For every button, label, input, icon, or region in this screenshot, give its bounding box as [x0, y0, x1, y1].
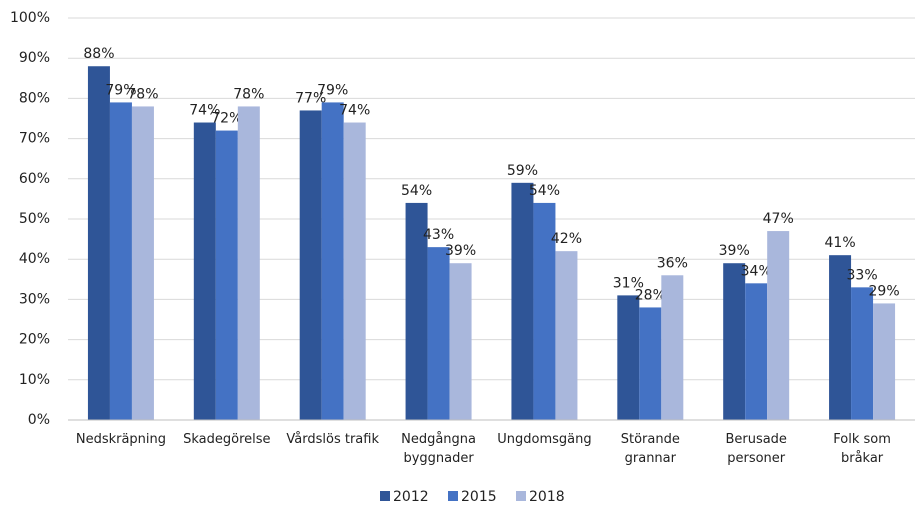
data-label: 77% [295, 90, 326, 106]
y-tick-label: 30% [19, 291, 50, 307]
data-label: 74% [189, 103, 220, 119]
bar [555, 251, 578, 420]
data-label: 47% [763, 211, 794, 227]
y-tick-label: 60% [19, 171, 50, 187]
data-label: 28% [635, 287, 666, 303]
data-label: 88% [83, 46, 114, 62]
data-label: 43% [423, 227, 454, 243]
data-label: 33% [847, 267, 878, 283]
x-tick-label: Folk som bråkar [833, 432, 891, 466]
x-tick-label: Skadegörelse [183, 432, 271, 447]
bar [109, 102, 132, 421]
data-label: 78% [127, 86, 158, 102]
bar [767, 231, 790, 420]
bar [449, 263, 472, 420]
bar [533, 202, 556, 420]
legend-swatch [448, 491, 458, 501]
bar [851, 287, 874, 420]
bar [215, 130, 238, 420]
x-tick-label: Nedgångna byggnader [401, 432, 476, 466]
legend-label: 2015 [461, 489, 497, 505]
data-label: 59% [507, 163, 538, 179]
bar [131, 106, 154, 420]
x-tick-label: Berusade personer [725, 432, 787, 466]
bar [873, 303, 896, 420]
bar [829, 255, 852, 420]
bar [723, 263, 746, 420]
bar [299, 110, 322, 421]
y-tick-label: 70% [19, 131, 50, 147]
data-label: 39% [719, 243, 750, 259]
data-label: 74% [339, 103, 370, 119]
data-label: 31% [613, 275, 644, 291]
data-label: 72% [211, 111, 242, 127]
bar [427, 247, 450, 420]
bar [405, 202, 428, 420]
data-label: 41% [825, 235, 856, 251]
legend-swatch [380, 491, 390, 501]
x-tick-label: Störande grannar [620, 432, 680, 466]
data-label: 39% [445, 243, 476, 259]
legend-label: 2018 [529, 489, 565, 505]
bar [661, 275, 684, 420]
y-tick-label: 90% [19, 50, 50, 66]
y-tick-label: 100% [10, 10, 50, 26]
x-tick-label: Nedskräpning [75, 432, 167, 447]
bar [745, 283, 768, 420]
y-tick-label: 80% [19, 90, 50, 106]
bar [237, 106, 260, 420]
data-label: 79% [317, 82, 348, 98]
bar [193, 122, 216, 421]
bar [511, 182, 534, 420]
data-label: 34% [741, 263, 772, 279]
y-tick-label: 40% [19, 251, 50, 267]
legend-swatch [516, 491, 526, 501]
data-label: 79% [105, 82, 136, 98]
y-tick-label: 0% [28, 412, 50, 428]
bar [343, 122, 366, 421]
legend-label: 2012 [393, 489, 429, 505]
bar [87, 66, 110, 421]
x-tick-label: Ungdomsgäng [497, 432, 592, 447]
y-tick-label: 50% [19, 211, 50, 227]
y-tick-label: 10% [19, 372, 50, 388]
data-label: 36% [657, 255, 688, 271]
data-label: 42% [551, 231, 582, 247]
bar [617, 295, 640, 420]
data-label: 54% [401, 183, 432, 199]
data-label: 29% [869, 283, 900, 299]
data-label: 78% [233, 86, 264, 102]
bar [639, 307, 662, 420]
data-label: 54% [529, 183, 560, 199]
bar [321, 102, 344, 421]
x-tick-label: Vårdslös trafik [286, 432, 379, 447]
y-tick-label: 20% [19, 332, 50, 348]
